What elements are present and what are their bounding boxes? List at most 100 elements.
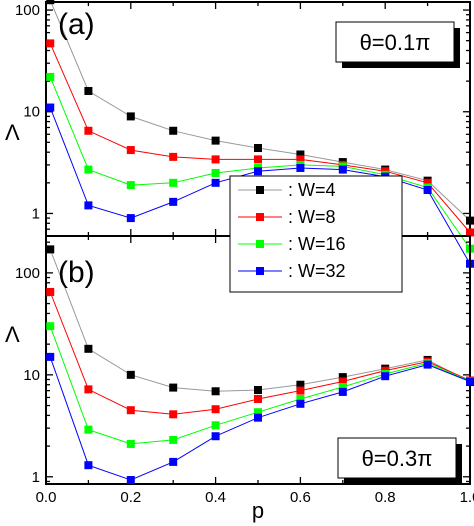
data-point: [126, 370, 135, 379]
data-point: [254, 144, 262, 153]
data-point: [296, 394, 305, 403]
data-point: [338, 387, 347, 396]
data-point: [211, 432, 220, 441]
data-point: [126, 476, 135, 485]
panel-a-ylabel: Λ: [5, 120, 20, 145]
data-point: [338, 377, 347, 386]
data-point: [466, 377, 474, 386]
panel-b-theta-label: θ=0.3π: [362, 446, 433, 471]
legend-label: : W=16: [288, 234, 346, 254]
annotation-box: [337, 437, 457, 479]
y-tick-label: 100: [15, 265, 40, 282]
data-point: [84, 425, 93, 434]
legend-label: : W=32: [288, 261, 346, 281]
data-point: [46, 103, 55, 112]
data-point: [84, 86, 93, 95]
data-point: [211, 168, 220, 177]
x-tick-label: 0.6: [290, 489, 311, 506]
data-point: [296, 163, 305, 172]
legend-marker: [256, 240, 264, 248]
data-point: [338, 373, 347, 382]
panel-b-marks: 1 10 100 0.0 0.2 0.4 0.6 0.8 1.0: [15, 236, 474, 506]
data-point: [84, 165, 93, 174]
legend: : W=4: W=8: W=16: W=32: [229, 175, 403, 293]
data-point: [126, 439, 135, 448]
panel-a-theta-label: θ=0.1π: [360, 30, 431, 55]
data-point: [126, 214, 135, 223]
y-tick-label: 1: [32, 205, 40, 222]
data-point: [46, 39, 55, 48]
y-tick-label: 100: [15, 2, 40, 19]
data-point: [466, 228, 474, 237]
panel-b-ylabel: Λ: [5, 322, 20, 347]
x-tick-label: 0.2: [120, 489, 141, 506]
data-point: [254, 394, 262, 403]
data-point: [423, 186, 432, 195]
x-tick-label: 1.0: [460, 489, 474, 506]
x-tick-label: 0.0: [36, 489, 57, 506]
data-point: [338, 165, 347, 174]
data-point: [211, 405, 220, 414]
legend-marker: [256, 267, 264, 275]
y-tick-label: 10: [23, 104, 40, 121]
data-point: [84, 126, 93, 135]
data-point: [296, 380, 305, 389]
data-point: [423, 178, 432, 187]
data-point: [169, 126, 178, 135]
data-point: [46, 352, 55, 361]
data-point: [84, 385, 93, 394]
data-point: [254, 413, 262, 422]
panel-a-label: (a): [58, 8, 95, 41]
data-point: [126, 146, 135, 155]
data-point: [254, 155, 262, 164]
data-point: [338, 382, 347, 391]
data-point: [381, 372, 390, 381]
data-point: [46, 287, 55, 296]
x-tick-label: 0.8: [375, 489, 396, 506]
data-point: [169, 152, 178, 161]
data-point: [211, 387, 220, 396]
panel-b: 1 10 100 0.0 0.2 0.4 0.6 0.8 1.0 (b) θ=0.3π Λ p: [5, 235, 474, 523]
data-point: [296, 155, 305, 164]
data-point: [169, 178, 178, 187]
data-point: [169, 457, 178, 466]
data-point: [84, 201, 93, 210]
legend-marker: [256, 186, 264, 194]
y-tick-label: 1: [32, 469, 40, 486]
data-point: [211, 421, 220, 430]
data-point: [254, 386, 262, 395]
y-tick-label: 10: [23, 367, 40, 384]
data-point: [466, 216, 474, 225]
legend-items: : W=4: W=8: W=16: W=32: [238, 180, 346, 281]
data-point: [296, 150, 305, 159]
data-point: [46, 322, 55, 331]
panel-a-annotation-box: θ=0.1π: [335, 21, 460, 68]
data-point: [46, 0, 55, 5]
data-point: [254, 408, 262, 417]
data-point: [254, 167, 262, 176]
data-point: [211, 178, 220, 187]
data-point: [169, 197, 178, 206]
panel-b-annotation-box: θ=0.3π: [337, 437, 462, 484]
panel-b-label: (b): [58, 256, 95, 289]
data-point: [211, 136, 220, 145]
data-point: [126, 181, 135, 190]
x-tick-label: 0.4: [205, 489, 226, 506]
data-point: [211, 155, 220, 164]
x-axis-label: p: [252, 498, 264, 523]
data-point: [46, 245, 55, 254]
data-point: [84, 344, 93, 353]
data-point: [46, 72, 55, 81]
data-point: [169, 435, 178, 444]
data-point: [423, 360, 432, 369]
data-point: [169, 410, 178, 419]
data-point: [296, 399, 305, 408]
data-point: [126, 112, 135, 121]
legend-label: : W=8: [288, 207, 336, 227]
annotation-box: [335, 21, 455, 63]
data-point: [126, 406, 135, 415]
data-point: [169, 383, 178, 392]
series-line: [49, 326, 471, 445]
data-point: [84, 461, 93, 470]
